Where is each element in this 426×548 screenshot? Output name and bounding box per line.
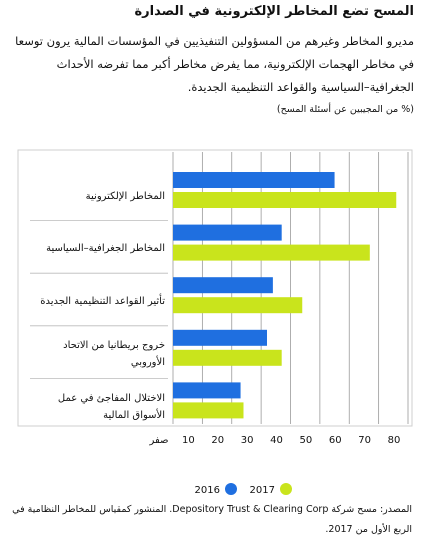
bar (173, 277, 273, 294)
x-tick-label: 80 (388, 435, 401, 446)
legend-marker (280, 483, 292, 495)
x-tick-label: 40 (270, 435, 283, 446)
legend-label: 2016 (195, 485, 220, 496)
bar (173, 329, 267, 346)
bar (173, 172, 335, 188)
x-tick-label: صفر (148, 435, 168, 446)
bar (173, 349, 282, 366)
chart-note: (% من المجيبين عن أسئلة المسح) (276, 104, 414, 115)
x-tick-label: 70 (358, 435, 371, 446)
category-label: المخاطر الإلكترونية (85, 190, 165, 202)
plot-frame (17, 149, 413, 427)
category-label: خروج بريطانيا من الاتحاد الأوروبي (63, 340, 165, 369)
bar (173, 244, 370, 261)
chart-title: المسح تضع المخاطر الإلكترونية في الصدارة (134, 4, 414, 19)
bar (173, 192, 397, 208)
x-tick-label: 60 (329, 435, 342, 446)
bar (173, 224, 282, 241)
bar (173, 297, 303, 314)
bar (173, 402, 244, 419)
bar (173, 382, 241, 399)
chart-subtitle: مديرو المخاطر وغيرهم من المسؤولين التنفي… (15, 34, 414, 94)
x-tick-label: 20 (211, 435, 224, 446)
category-label: الاختلال المفاجئ في عمل الأسواق المالية (57, 392, 165, 421)
category-label: المخاطر الجغرافية–السياسية (46, 243, 165, 255)
legend-marker (225, 483, 237, 495)
category-label: تأثير القواعد التنظيمية الجديدة (40, 296, 165, 307)
source: المصدر: مسح شركة Depository Trust & Clea… (12, 504, 412, 535)
legend-label: 2017 (250, 485, 275, 496)
x-tick-label: 50 (300, 435, 313, 446)
x-tick-label: 30 (241, 435, 254, 446)
x-tick-label: 10 (182, 435, 195, 446)
